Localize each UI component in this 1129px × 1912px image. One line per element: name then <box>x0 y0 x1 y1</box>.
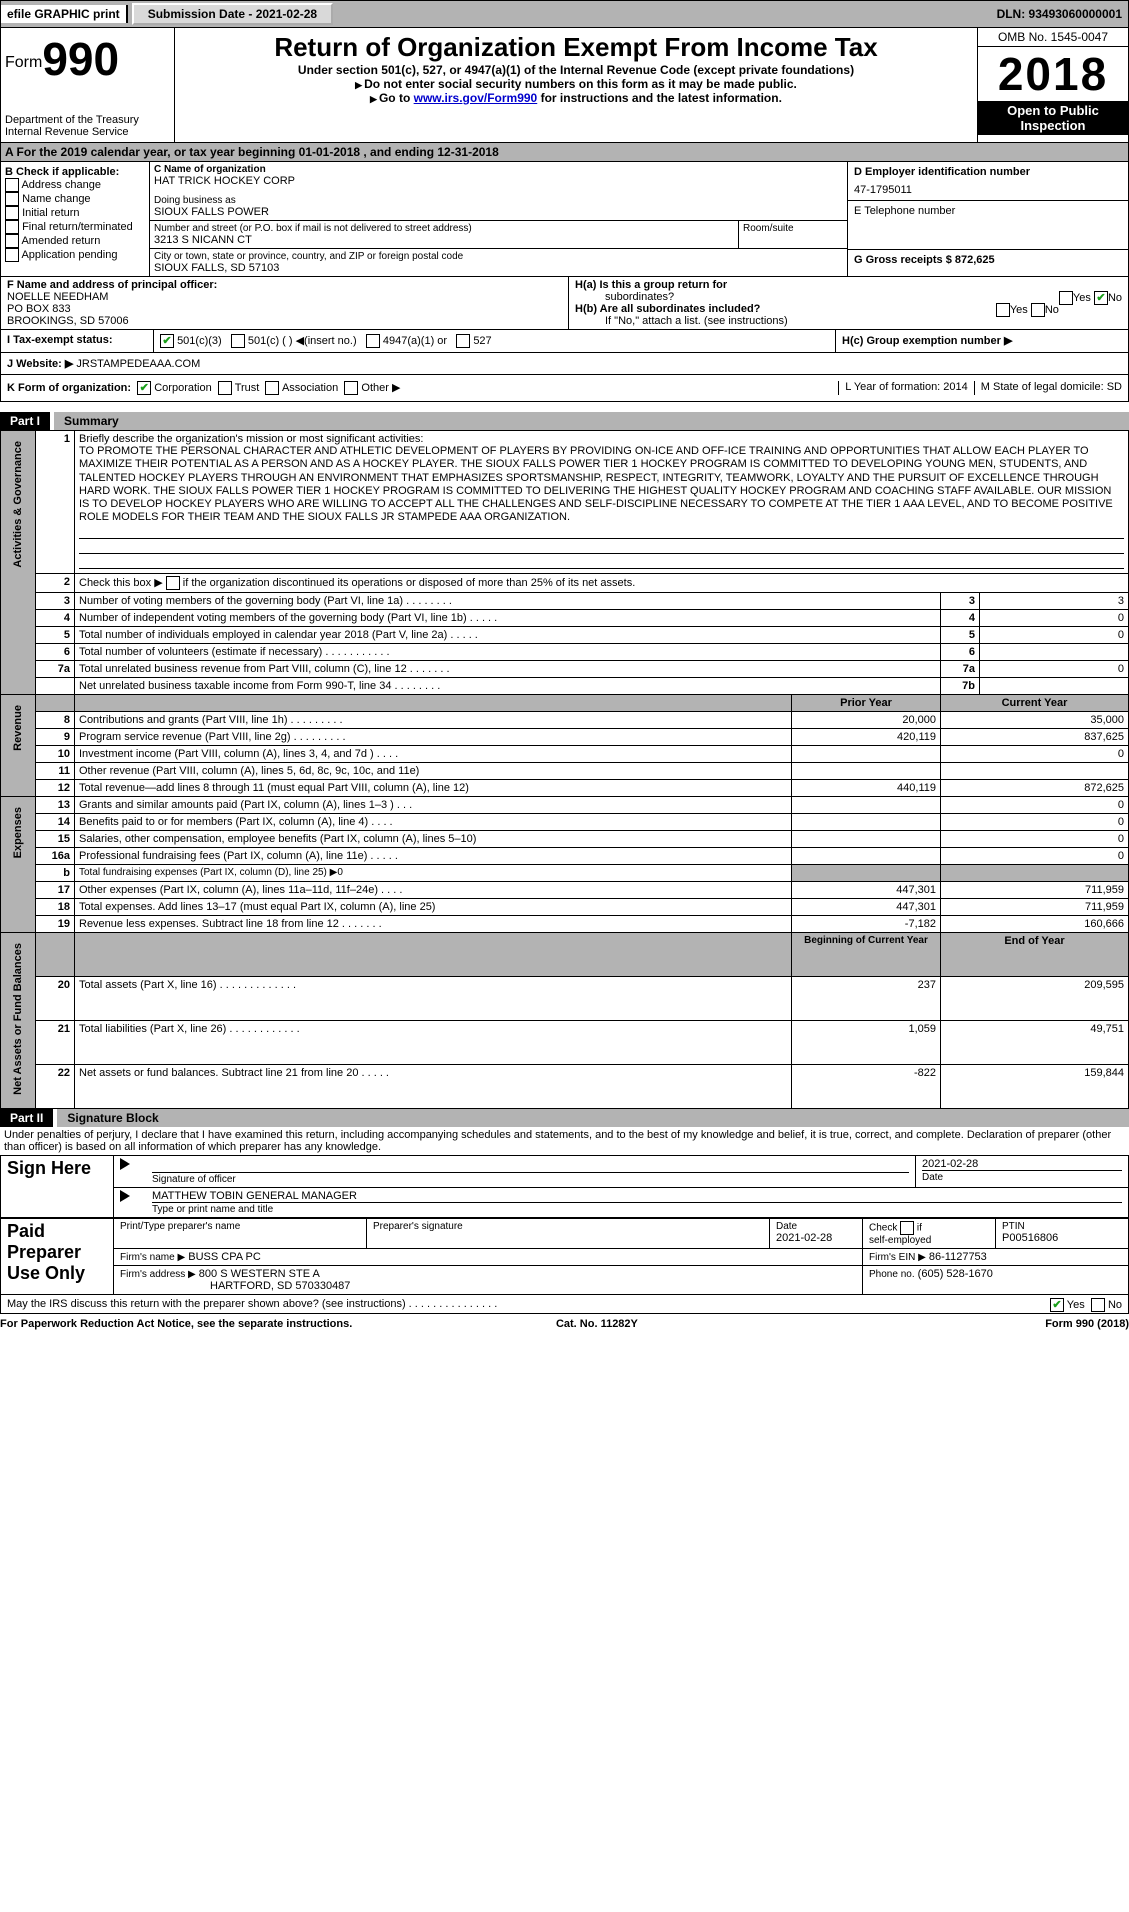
checkbox-line2[interactable] <box>166 576 180 590</box>
checkbox-ha-yes[interactable] <box>1059 291 1073 305</box>
checkbox-501c[interactable] <box>231 334 245 348</box>
org-name: HAT TRICK HOCKEY CORP <box>154 175 843 187</box>
sign-here-label: Sign Here <box>1 1156 114 1218</box>
paid-preparer-label: Paid Preparer Use Only <box>1 1219 114 1295</box>
checkbox-corp[interactable] <box>137 381 151 395</box>
efile-label: efile GRAPHIC print <box>1 5 128 23</box>
checkbox-name[interactable] <box>5 192 19 206</box>
sign-here-table: Sign Here Signature of officer 2021-02-2… <box>0 1155 1129 1218</box>
hc-group-exemption: H(c) Group exemption number ▶ <box>842 335 1012 347</box>
part-ii-header: Part II Signature Block <box>0 1109 1129 1127</box>
website-value: JRSTAMPEDEAAA.COM <box>76 358 200 370</box>
checkbox-4947[interactable] <box>366 334 380 348</box>
form-title: Return of Organization Exempt From Incom… <box>179 32 973 63</box>
checkbox-initial[interactable] <box>5 206 19 220</box>
section-tax-status: I Tax-exempt status: 501(c)(3) 501(c) ( … <box>0 330 1129 353</box>
omb-number: OMB No. 1545-0047 <box>978 28 1128 47</box>
checkbox-hb-no[interactable] <box>1031 303 1045 317</box>
firm-address: 800 S WESTERN STE A <box>199 1268 320 1280</box>
checkbox-final[interactable] <box>5 220 19 234</box>
firm-name: BUSS CPA PC <box>188 1251 261 1263</box>
year-formation: L Year of formation: 2014 <box>838 381 968 395</box>
ptin-value: P00516806 <box>1002 1232 1122 1244</box>
checkbox-self-employed[interactable] <box>900 1221 914 1235</box>
checkbox-ha-no[interactable] <box>1094 291 1108 305</box>
officer-name-title: MATTHEW TOBIN GENERAL MANAGER <box>152 1190 1122 1202</box>
vlabel-rev: Revenue <box>12 697 24 759</box>
state-domicile: M State of legal domicile: SD <box>974 381 1122 395</box>
val-4: 0 <box>980 610 1129 627</box>
val-5: 0 <box>980 627 1129 644</box>
top-bar: efile GRAPHIC print Submission Date - 20… <box>0 0 1129 28</box>
checkbox-trust[interactable] <box>218 381 232 395</box>
section-c: C Name of organization HAT TRICK HOCKEY … <box>150 162 848 276</box>
val-7b <box>980 678 1129 695</box>
form-ref: Form 990 (2018) <box>1045 1318 1129 1330</box>
cat-no: Cat. No. 11282Y <box>556 1318 638 1330</box>
section-f-h: F Name and address of principal officer:… <box>0 277 1129 330</box>
checkbox-hb-yes[interactable] <box>996 303 1010 317</box>
col-eoy: End of Year <box>941 933 1129 977</box>
officer-name: NOELLE NEEDHAM <box>7 291 562 303</box>
form-header: Form990 Department of the Treasury Inter… <box>0 28 1129 143</box>
section-bcd: B Check if applicable: Address change Na… <box>0 162 1129 277</box>
part-i-header: Part I Summary <box>0 412 1129 430</box>
irs-label: Internal Revenue Service <box>5 126 170 138</box>
discuss-row: May the IRS discuss this return with the… <box>0 1295 1129 1314</box>
irs-link[interactable]: www.irs.gov/Form990 <box>414 91 538 105</box>
checkbox-501c3[interactable] <box>160 334 174 348</box>
dba-name: SIOUX FALLS POWER <box>154 206 843 218</box>
checkbox-527[interactable] <box>456 334 470 348</box>
dept-treasury: Department of the Treasury <box>5 114 170 126</box>
telephone-label: E Telephone number <box>854 205 1122 217</box>
vlabel-net: Net Assets or Fund Balances <box>12 935 24 1103</box>
arrow-icon <box>120 1190 130 1202</box>
form-subtitle: Under section 501(c), 527, or 4947(a)(1)… <box>179 63 973 77</box>
checkbox-assoc[interactable] <box>265 381 279 395</box>
form-note2: Go to www.irs.gov/Form990 for instructio… <box>179 91 973 105</box>
footer-row: For Paperwork Reduction Act Notice, see … <box>0 1318 1129 1330</box>
penalty-statement: Under penalties of perjury, I declare th… <box>0 1127 1129 1155</box>
col-boy: Beginning of Current Year <box>792 933 941 977</box>
checkbox-discuss-yes[interactable] <box>1050 1298 1064 1312</box>
section-j-website: J Website: ▶ JRSTAMPEDEAAA.COM <box>0 353 1129 375</box>
val-3: 3 <box>980 593 1129 610</box>
checkbox-address[interactable] <box>5 178 19 192</box>
ein-value: 47-1795011 <box>854 184 1122 196</box>
sig-officer-label: Signature of officer <box>152 1172 909 1185</box>
firm-ein: 86-1127753 <box>929 1251 987 1263</box>
paperwork-notice: For Paperwork Reduction Act Notice, see … <box>0 1318 352 1330</box>
section-d: D Employer identification number 47-1795… <box>848 162 1128 276</box>
mission-text: TO PROMOTE THE PERSONAL CHARACTER AND AT… <box>79 445 1124 524</box>
row-a-tax-year: A For the 2019 calendar year, or tax yea… <box>0 143 1129 162</box>
col-prior-year: Prior Year <box>792 695 941 712</box>
form-note1: Do not enter social security numbers on … <box>179 77 973 91</box>
arrow-icon <box>120 1158 130 1170</box>
city-state-zip: SIOUX FALLS, SD 57103 <box>154 262 843 274</box>
gross-receipts: G Gross receipts $ 872,625 <box>854 254 1122 266</box>
val-6 <box>980 644 1129 661</box>
checkbox-other[interactable] <box>344 381 358 395</box>
dln-label: DLN: 93493060000001 <box>991 5 1128 23</box>
part-i-table: Activities & Governance 1 Briefly descri… <box>0 430 1129 1109</box>
col-current-year: Current Year <box>941 695 1129 712</box>
paid-preparer-table: Paid Preparer Use Only Print/Type prepar… <box>0 1218 1129 1295</box>
section-k: K Form of organization: Corporation Trus… <box>0 375 1129 402</box>
checkbox-discuss-no[interactable] <box>1091 1298 1105 1312</box>
section-b: B Check if applicable: Address change Na… <box>1 162 150 276</box>
vlabel-ag: Activities & Governance <box>12 433 24 576</box>
form-990-label: Form990 <box>5 32 170 86</box>
vlabel-exp: Expenses <box>12 799 24 866</box>
submission-date-button[interactable]: Submission Date - 2021-02-28 <box>132 3 333 25</box>
room-suite-label: Room/suite <box>743 223 843 234</box>
sig-date-value: 2021-02-28 <box>922 1158 1122 1170</box>
checkbox-amended[interactable] <box>5 234 19 248</box>
val-7a: 0 <box>980 661 1129 678</box>
checkbox-application[interactable] <box>5 248 19 262</box>
open-public: Open to Public Inspection <box>978 101 1128 135</box>
prep-date: 2021-02-28 <box>776 1232 856 1244</box>
firm-phone: (605) 528-1670 <box>918 1268 993 1280</box>
tax-year: 2018 <box>978 47 1128 101</box>
